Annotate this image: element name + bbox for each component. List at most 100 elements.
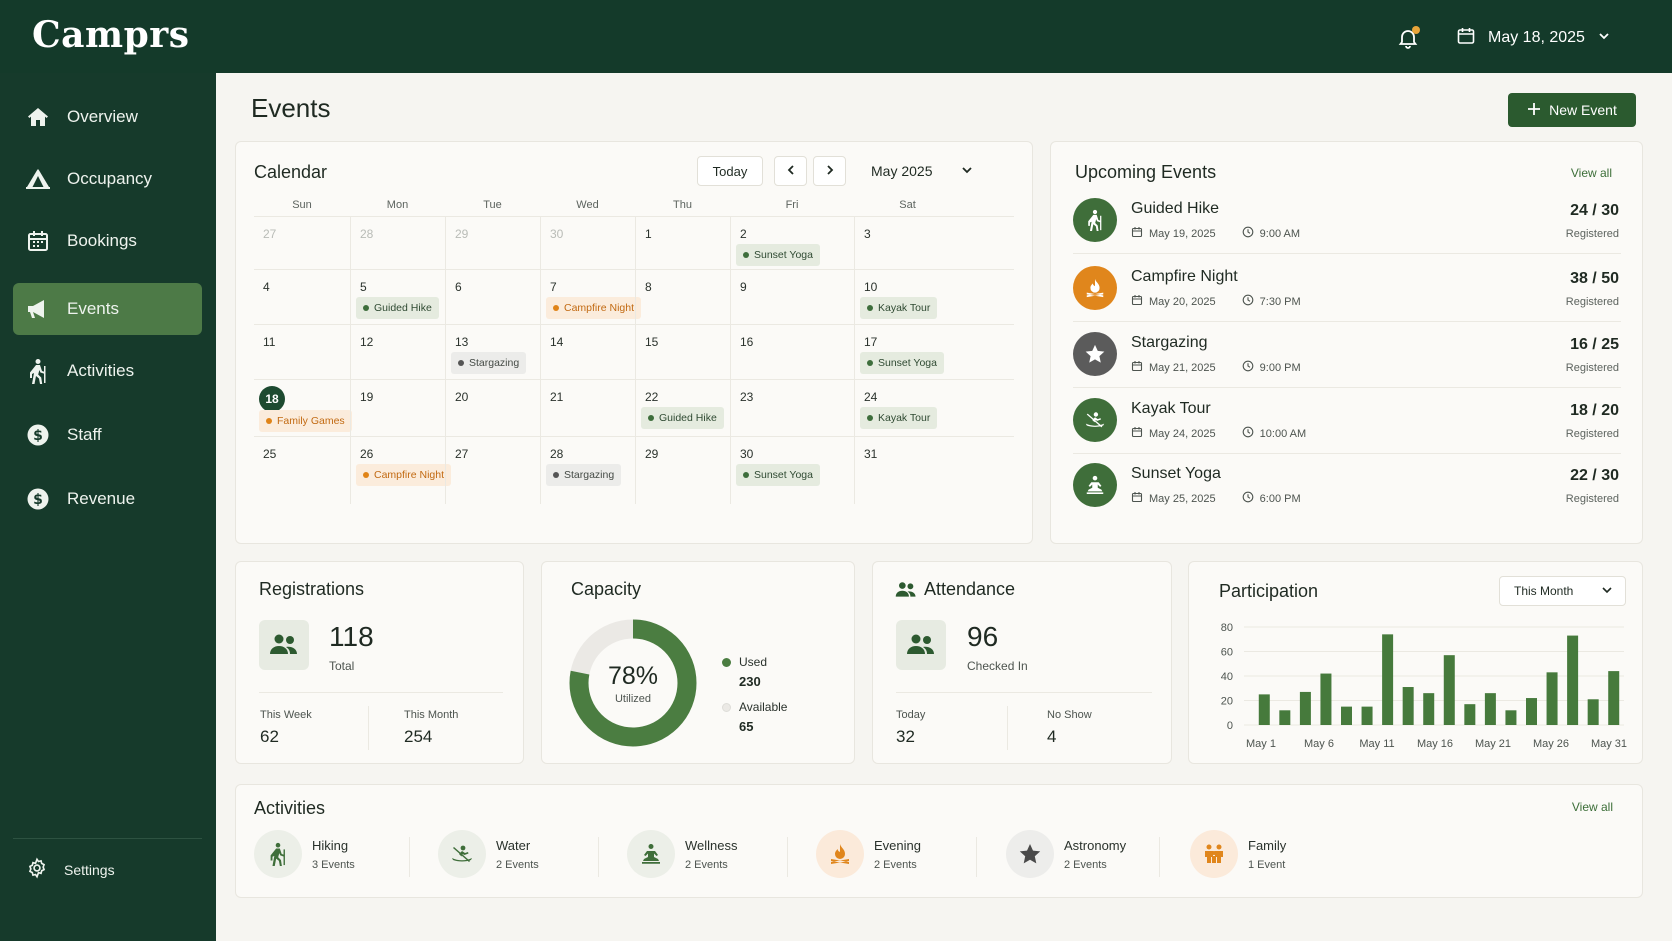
- calendar-event-pill[interactable]: Campfire Night: [356, 464, 452, 486]
- participation-bar: [1464, 704, 1476, 725]
- calendar-day[interactable]: 9: [730, 270, 854, 324]
- upcoming-event-row[interactable]: Stargazing May 21, 2025 9:00 PM 16 / 25 Regi…: [1073, 320, 1621, 388]
- calendar-event-pill[interactable]: Sunset Yoga: [860, 352, 944, 374]
- event-time: 7:30 PM: [1259, 295, 1301, 308]
- calendar-day[interactable]: 4: [254, 270, 350, 324]
- activity-astronomy[interactable]: Astronomy 2 Events: [1006, 829, 1126, 879]
- calendar-day[interactable]: 30: [540, 217, 635, 269]
- activity-hiking[interactable]: Hiking 3 Events: [254, 829, 355, 879]
- calendar-day[interactable]: 29: [445, 217, 540, 269]
- sidebar-item-staff[interactable]: $ Staff: [13, 409, 202, 461]
- calendar-event-pill[interactable]: Sunset Yoga: [736, 244, 820, 266]
- calendar-title: Calendar: [254, 162, 328, 182]
- calendar-day[interactable]: 6: [445, 270, 540, 324]
- view-all-link[interactable]: View all: [1571, 800, 1613, 814]
- upcoming-events-title: Upcoming Events: [1075, 162, 1217, 182]
- calendar-day[interactable]: 28 Stargazing: [540, 437, 635, 504]
- calendar-event-pill[interactable]: Campfire Night: [546, 297, 642, 319]
- event-name: Stargazing: [1131, 334, 1208, 351]
- event-label: Sunset Yoga: [878, 357, 937, 369]
- sidebar-item-revenue[interactable]: $ Revenue: [13, 473, 202, 525]
- activity-wellness[interactable]: Wellness 2 Events: [627, 829, 738, 879]
- sidebar-item-overview[interactable]: Overview: [13, 91, 202, 143]
- upcoming-event-row[interactable]: Guided Hike May 19, 2025 9:00 AM 24 / 30 Reg…: [1073, 186, 1621, 254]
- calendar-day[interactable]: 21: [540, 380, 635, 436]
- calendar-day[interactable]: 7 Campfire Night: [540, 270, 642, 324]
- calendar-day[interactable]: 5 Guided Hike: [350, 270, 445, 324]
- calendar-event-pill[interactable]: Kayak Tour: [860, 407, 938, 429]
- day-number: 27: [263, 227, 277, 241]
- calendar-day[interactable]: 26 Campfire Night: [350, 437, 452, 504]
- new-event-button[interactable]: New Event: [1508, 93, 1636, 127]
- sidebar-item-activities[interactable]: Activities: [13, 345, 202, 397]
- activity-evening[interactable]: Evening 2 Events: [816, 829, 921, 879]
- calendar-week-row: 11 12 13 Stargazing 14 15 16 17 Sunset Yoga: [254, 324, 1014, 379]
- participation-bar: [1258, 694, 1270, 725]
- calendar-day[interactable]: 3: [854, 217, 961, 269]
- calendar-day[interactable]: 19: [350, 380, 445, 436]
- calendar-day[interactable]: 10 Kayak Tour: [854, 270, 961, 324]
- activities-title: Activities: [254, 798, 326, 818]
- calendar-event-pill[interactable]: Kayak Tour: [860, 297, 938, 319]
- day-number: 11: [263, 335, 276, 349]
- calendar-day[interactable]: 11: [254, 325, 350, 379]
- calendar-event-pill[interactable]: Sunset Yoga: [736, 464, 820, 486]
- settings-link[interactable]: Settings: [26, 857, 115, 882]
- calendar-day[interactable]: 14: [540, 325, 635, 379]
- date-selector[interactable]: May 18, 2025: [1456, 24, 1611, 52]
- day-number: 5: [360, 280, 367, 294]
- view-all-link[interactable]: View all: [1570, 166, 1612, 180]
- calendar-day[interactable]: 8: [635, 270, 730, 324]
- calendar-day[interactable]: 27: [254, 217, 350, 269]
- calendar-day[interactable]: 20: [445, 380, 540, 436]
- calendar-day[interactable]: 17 Sunset Yoga: [854, 325, 961, 379]
- upcoming-event-row[interactable]: Sunset Yoga May 25, 2025 6:00 PM 22 / 30 Reg…: [1073, 451, 1621, 519]
- event-meta: May 19, 2025 9:00 AM: [1131, 226, 1300, 241]
- event-label: Kayak Tour: [878, 412, 931, 424]
- calendar-day[interactable]: 2 Sunset Yoga: [730, 217, 854, 269]
- people-icon: [259, 620, 309, 670]
- calendar-day-today[interactable]: 18 Family Games: [254, 380, 352, 436]
- calendar-day[interactable]: 29: [635, 437, 730, 504]
- calendar-day[interactable]: 23: [730, 380, 854, 436]
- next-month-button[interactable]: [813, 156, 846, 186]
- upcoming-event-row[interactable]: Campfire Night May 20, 2025 7:30 PM 38 / 50…: [1073, 254, 1621, 322]
- megaphone-icon: [25, 296, 51, 322]
- calendar-day[interactable]: 12: [350, 325, 445, 379]
- calendar-day[interactable]: 15: [635, 325, 730, 379]
- calendar-day[interactable]: 25: [254, 437, 350, 504]
- calendar-day[interactable]: 16: [730, 325, 854, 379]
- calendar-day[interactable]: 28: [350, 217, 445, 269]
- this-month-label: This Month: [404, 709, 459, 721]
- calendar-day[interactable]: 1: [635, 217, 730, 269]
- activity-water[interactable]: Water 2 Events: [438, 829, 539, 879]
- notification-bell-icon[interactable]: [1396, 26, 1420, 50]
- prev-month-button[interactable]: [774, 156, 807, 186]
- calendar-day[interactable]: 31: [854, 437, 961, 504]
- range-selector[interactable]: This Month: [1499, 576, 1626, 606]
- used-value: 230: [739, 674, 761, 689]
- participation-card: Participation This Month 0 20 40 60 80 May 1 M…: [1188, 561, 1643, 764]
- calendar-day[interactable]: 30 Sunset Yoga: [730, 437, 854, 504]
- month-selector[interactable]: May 2025: [863, 156, 981, 186]
- calendar-icon: [25, 228, 51, 254]
- sidebar-item-bookings[interactable]: Bookings: [13, 215, 202, 267]
- calendar-event-pill[interactable]: Stargazing: [451, 352, 527, 374]
- calendar-event-pill[interactable]: Guided Hike: [356, 297, 439, 319]
- upcoming-event-row[interactable]: Kayak Tour May 24, 2025 10:00 AM 18 / 20 Reg…: [1073, 386, 1621, 454]
- calendar-event-pill[interactable]: Stargazing: [546, 464, 622, 486]
- sidebar-item-occupancy[interactable]: Occupancy: [13, 153, 202, 205]
- today-button[interactable]: Today: [697, 156, 763, 186]
- sidebar-item-label: Revenue: [67, 489, 136, 508]
- calendar-event-pill[interactable]: Family Games: [259, 410, 352, 432]
- calendar-day[interactable]: 22 Guided Hike: [635, 380, 730, 436]
- calendar-event-pill[interactable]: Guided Hike: [641, 407, 724, 429]
- calendar-day[interactable]: 13 Stargazing: [445, 325, 540, 379]
- calendar-day[interactable]: 27: [445, 437, 540, 504]
- calendar-day[interactable]: 24 Kayak Tour: [854, 380, 961, 436]
- star-icon: [1073, 332, 1117, 376]
- sidebar-item-events[interactable]: Events: [13, 283, 202, 335]
- activity-family[interactable]: Family 1 Event: [1190, 829, 1286, 879]
- divider: [976, 837, 977, 877]
- participation-chart: 0 20 40 60 80 May 1 May 6 May 11 May 16 May 21 May…: [1221, 622, 1627, 750]
